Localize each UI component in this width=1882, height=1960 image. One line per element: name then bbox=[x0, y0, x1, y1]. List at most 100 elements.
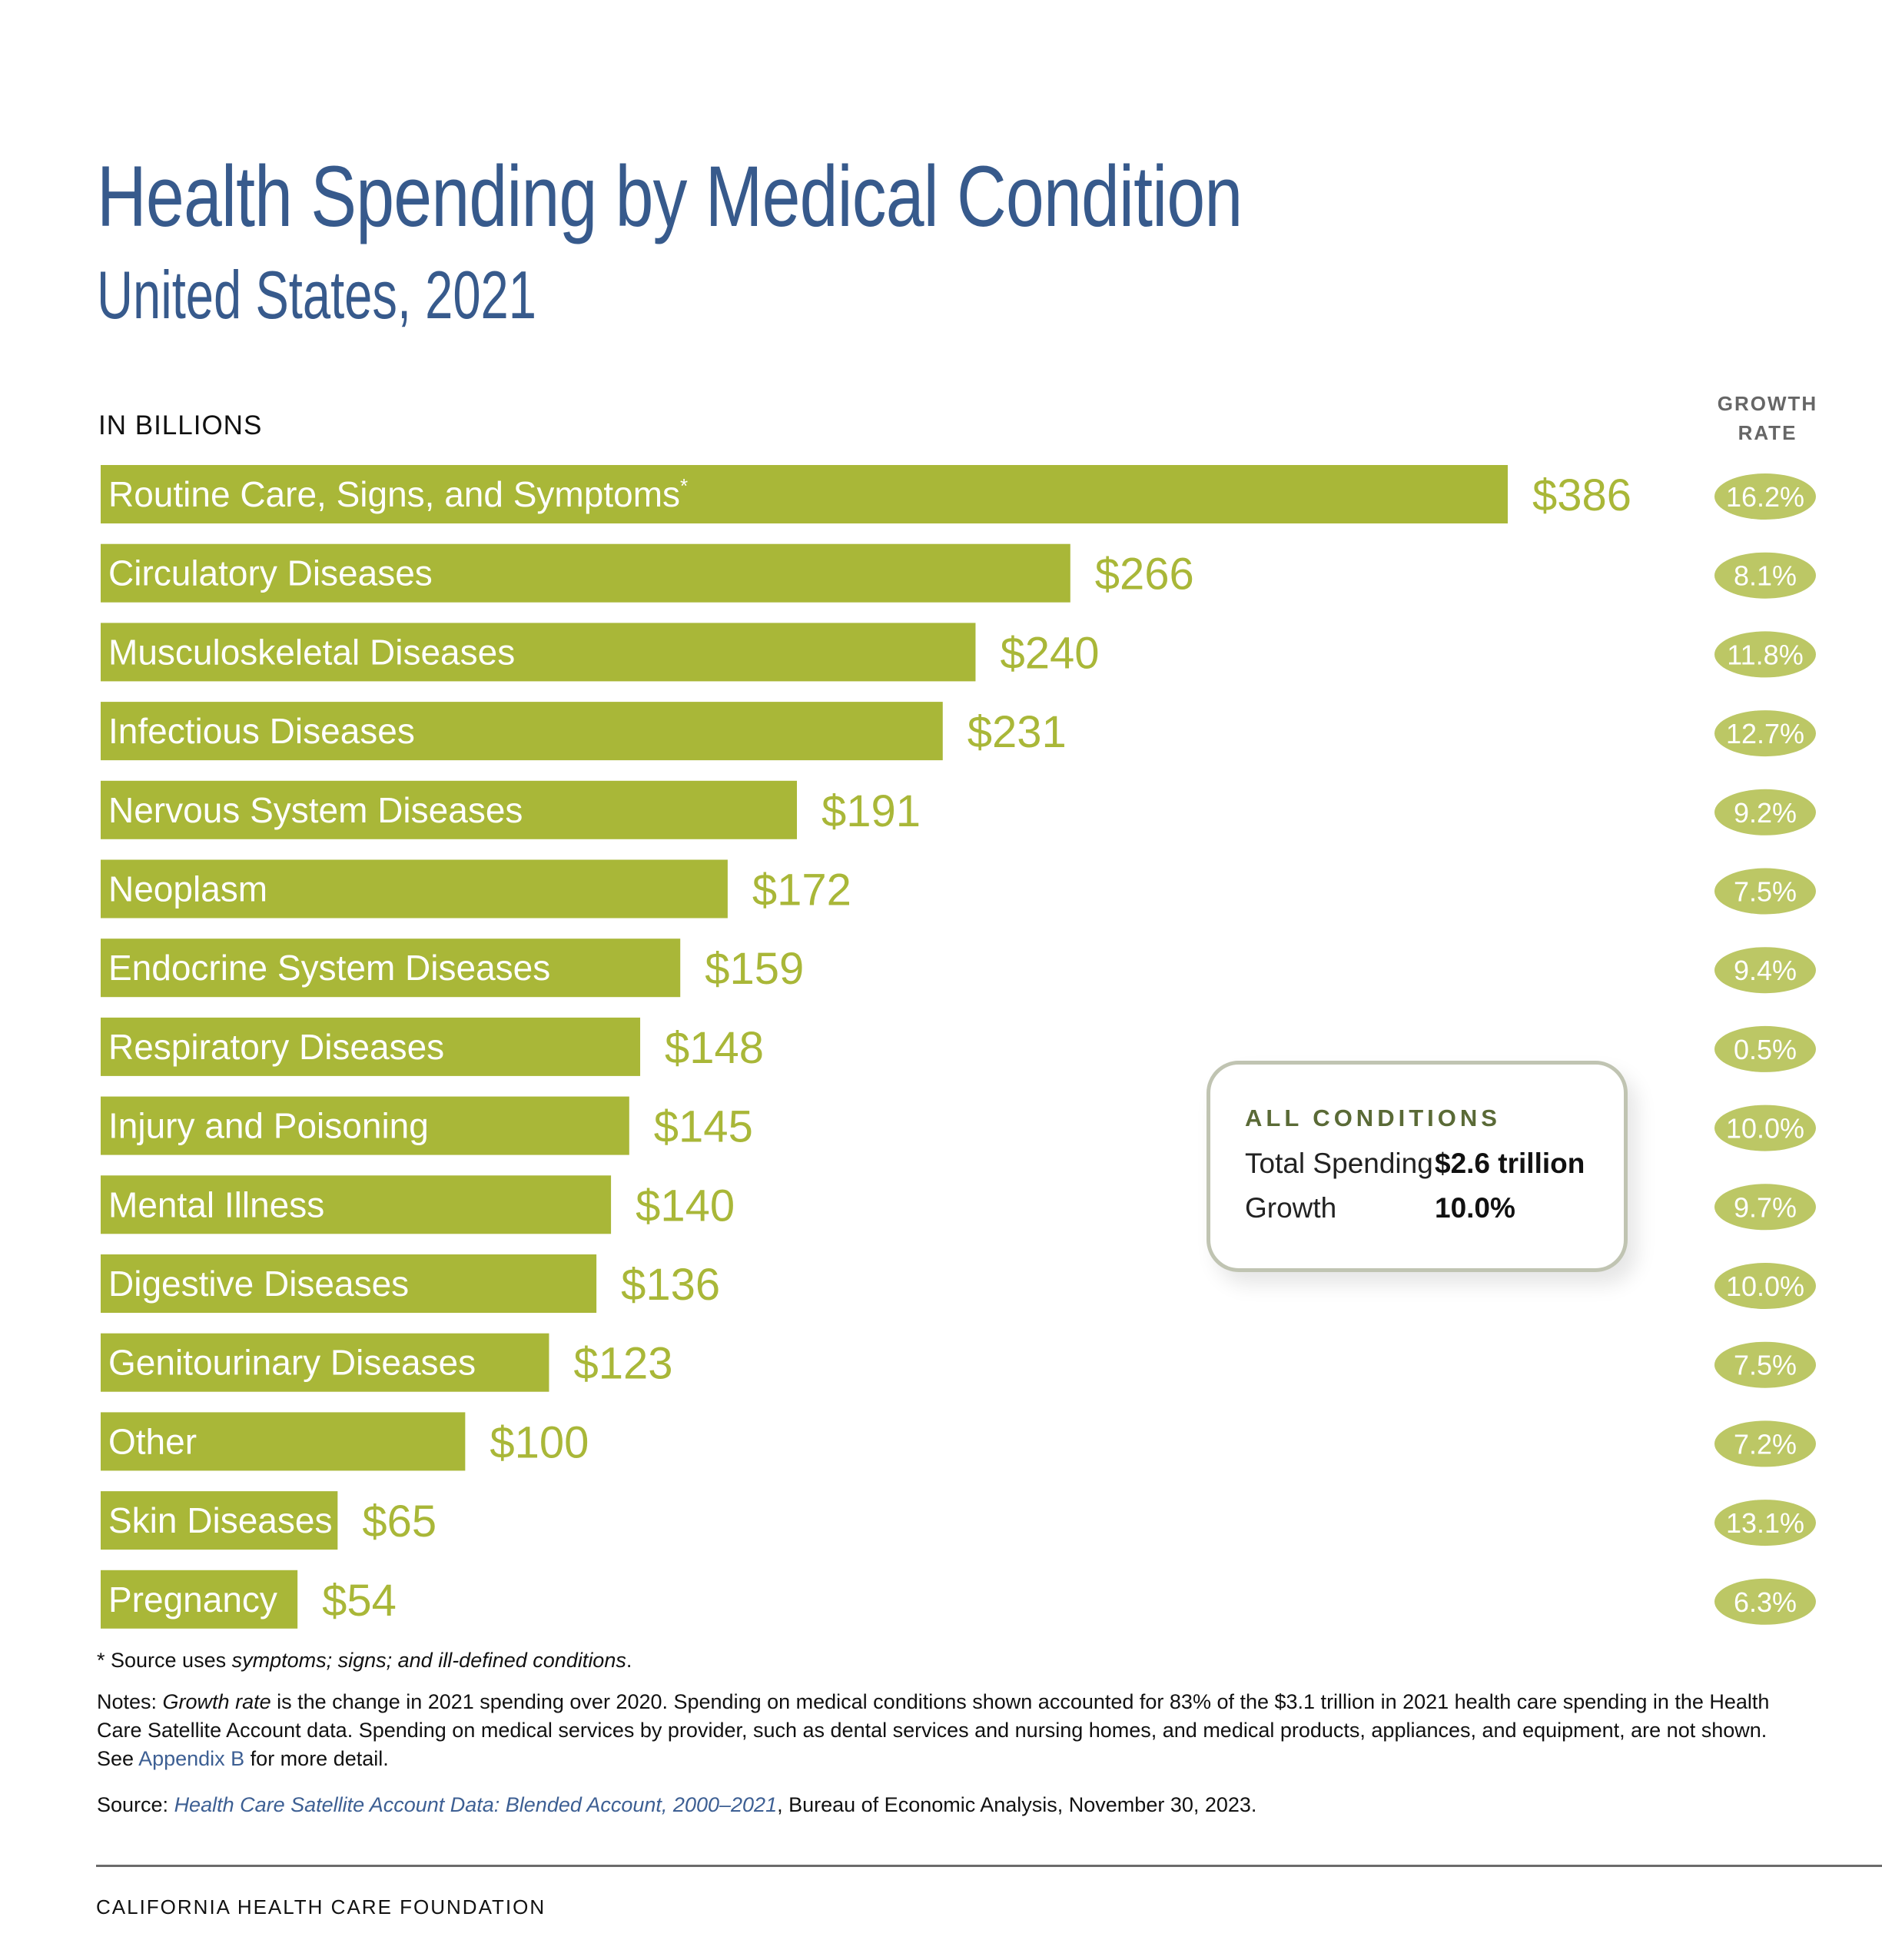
bar-category-label: Mental Illness bbox=[108, 1184, 324, 1224]
bar-row: Routine Care, Signs, and Symptoms* $386 16… bbox=[101, 465, 1816, 523]
summary-label: Growth bbox=[1245, 1192, 1337, 1224]
footnote-text: * Source uses bbox=[97, 1649, 232, 1672]
bar-value-label: $191 bbox=[822, 786, 921, 836]
bar-category-label: Neoplasm bbox=[108, 869, 267, 909]
growth-rate-label: 10.0% bbox=[1726, 1113, 1804, 1144]
growth-rate-label: 16.2% bbox=[1726, 481, 1804, 513]
bar-row: Skin Diseases $65 13.1% bbox=[101, 1491, 1816, 1550]
notes-line-3: See Appendix B for more detail. bbox=[97, 1745, 1769, 1773]
growth-rate-label: 7.2% bbox=[1734, 1428, 1797, 1460]
source-note: Source: Health Care Satellite Account Da… bbox=[97, 1791, 1256, 1819]
bar bbox=[101, 1254, 597, 1313]
bar-category-label: Routine Care, Signs, and Symptoms* bbox=[108, 474, 688, 514]
footnote-text: . bbox=[626, 1649, 632, 1672]
bar-category-label: Digestive Diseases bbox=[108, 1264, 409, 1304]
growth-rate-label: 10.0% bbox=[1726, 1271, 1804, 1302]
growth-rate-label: 8.1% bbox=[1734, 560, 1797, 592]
growth-rate-pill bbox=[1714, 1105, 1816, 1151]
bar bbox=[101, 938, 681, 998]
bar-category-label: Genitourinary Diseases bbox=[108, 1343, 476, 1383]
growth-rate-label: 9.2% bbox=[1734, 797, 1797, 829]
chart-title: Health Spending by Medical Condition bbox=[97, 148, 1243, 244]
growth-rate-pill bbox=[1714, 1500, 1816, 1546]
growth-rate-label: 9.7% bbox=[1734, 1191, 1797, 1223]
footnote-italic: symptoms; signs; and ill-defined conditi… bbox=[231, 1649, 626, 1672]
bar bbox=[101, 1017, 641, 1076]
bar bbox=[101, 1175, 612, 1234]
appendix-b-link[interactable]: Appendix B bbox=[138, 1747, 245, 1770]
source-link[interactable]: Health Care Satellite Account Data: Blen… bbox=[174, 1793, 778, 1816]
footnote-asterisk: * bbox=[680, 474, 688, 497]
bar-category-label: Infectious Diseases bbox=[108, 711, 415, 751]
bar bbox=[101, 859, 728, 919]
growth-rate-pill bbox=[1714, 1263, 1816, 1309]
all-conditions-summary-box: ALL CONDITIONS Total Spending$2.6 trilli… bbox=[1207, 1061, 1628, 1272]
growth-rate-label: 11.8% bbox=[1727, 639, 1803, 670]
growth-rate-label: 13.1% bbox=[1726, 1507, 1804, 1539]
summary-label: Total Spending bbox=[1245, 1148, 1433, 1179]
bar-row: Mental Illness $140 9.7% bbox=[101, 1175, 1816, 1234]
asterisk-footnote: * Source uses symptoms; signs; and ill-d… bbox=[97, 1646, 632, 1675]
growth-rate-pill bbox=[1714, 552, 1816, 599]
bar-row: Digestive Diseases $136 10.0% bbox=[101, 1254, 1816, 1313]
growth-rate-pill bbox=[1714, 1184, 1816, 1231]
notes-text: for more detail. bbox=[244, 1747, 389, 1770]
bar bbox=[101, 1333, 549, 1392]
bar-row: Injury and Poisoning $145 10.0% bbox=[101, 1096, 1816, 1155]
source-prefix: Source: bbox=[97, 1793, 174, 1816]
growth-rate-pill bbox=[1714, 473, 1816, 520]
summary-value: 10.0% bbox=[1435, 1192, 1515, 1224]
bar-category-label: Endocrine System Diseases bbox=[108, 948, 550, 988]
bar-row: Pregnancy $54 6.3% bbox=[101, 1570, 1816, 1629]
bar-row: Musculoskeletal Diseases $240 11.8% bbox=[101, 623, 1816, 682]
bar-row: Genitourinary Diseases $123 7.5% bbox=[101, 1333, 1816, 1392]
bar-category-label: Circulatory Diseases bbox=[108, 553, 433, 593]
bar bbox=[101, 543, 1070, 603]
bar-value-label: $54 bbox=[322, 1576, 397, 1626]
growth-rate-pill bbox=[1714, 868, 1816, 915]
bar-category-label: Respiratory Diseases bbox=[108, 1027, 444, 1067]
growth-rate-pill bbox=[1714, 1420, 1816, 1467]
source-text: , Bureau of Economic Analysis, November … bbox=[777, 1793, 1257, 1816]
bar-value-label: $231 bbox=[968, 707, 1067, 757]
bar-value-label: $65 bbox=[362, 1497, 436, 1546]
bar-category-label: Pregnancy bbox=[108, 1580, 277, 1619]
bar-value-label: $140 bbox=[636, 1181, 735, 1231]
bar bbox=[101, 780, 798, 839]
bar bbox=[101, 1491, 338, 1550]
bar-value-label: $145 bbox=[654, 1102, 753, 1152]
summary-row-growth: Growth 10.0% bbox=[1245, 1192, 1515, 1224]
footer-divider bbox=[96, 1865, 1882, 1867]
bar-category-label: Skin Diseases bbox=[108, 1500, 332, 1540]
growth-rate-pill bbox=[1714, 1578, 1816, 1625]
bar-value-label: $159 bbox=[705, 944, 804, 994]
bar-row: Infectious Diseases $231 12.7% bbox=[101, 702, 1816, 761]
bar-row: Circulatory Diseases $266 8.1% bbox=[101, 543, 1816, 603]
notes-line-1: Notes: Growth rate is the change in 2021… bbox=[97, 1688, 1769, 1716]
growth-rate-label: 6.3% bbox=[1734, 1586, 1797, 1618]
notes-prefix: Notes: bbox=[97, 1690, 163, 1713]
bar-value-label: $240 bbox=[1000, 628, 1099, 678]
bar-row: Neoplasm $172 7.5% bbox=[101, 859, 1816, 919]
bar-value-label: $123 bbox=[573, 1339, 672, 1389]
chart-subtitle: United States, 2021 bbox=[97, 257, 536, 333]
growth-header-line-2: RATE bbox=[1738, 421, 1797, 444]
growth-rate-label: 7.5% bbox=[1734, 1350, 1797, 1381]
notes-italic: Growth rate bbox=[162, 1690, 271, 1713]
bar bbox=[101, 702, 943, 761]
summary-value: $2.6 trillion bbox=[1435, 1148, 1585, 1179]
bar-category-label: Nervous System Diseases bbox=[108, 790, 523, 830]
summary-row-total-spending: Total Spending$2.6 trillion bbox=[1245, 1148, 1585, 1180]
bar-value-label: $386 bbox=[1532, 470, 1631, 520]
notes-text: is the change in 2021 spending over 2020… bbox=[271, 1690, 1770, 1713]
growth-rate-pill bbox=[1714, 1341, 1816, 1388]
footer-organization: CALIFORNIA HEALTH CARE FOUNDATION bbox=[96, 1895, 546, 1918]
growth-rate-pill bbox=[1714, 1025, 1816, 1072]
bar-row: Other $100 7.2% bbox=[101, 1412, 1816, 1471]
growth-rate-label: 12.7% bbox=[1726, 718, 1804, 749]
growth-header-line-1: GROWTH bbox=[1717, 392, 1818, 415]
notes-line-2: Care Satellite Account data. Spending on… bbox=[97, 1719, 1767, 1742]
growth-rate-label: 7.5% bbox=[1734, 876, 1797, 908]
growth-rate-pill bbox=[1714, 631, 1816, 678]
